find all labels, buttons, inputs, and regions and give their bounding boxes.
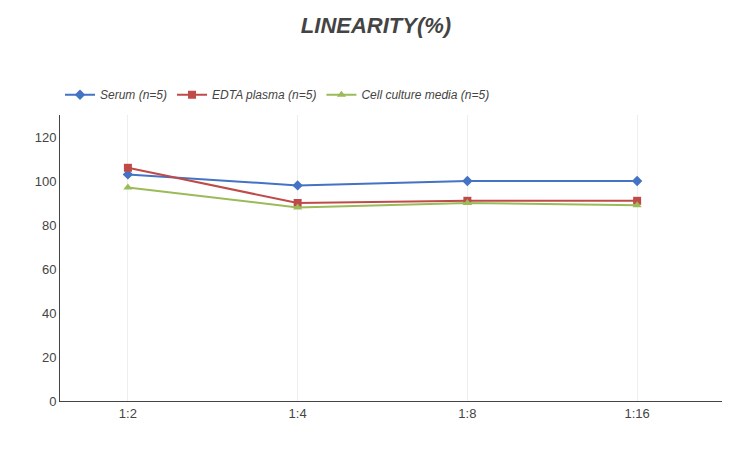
svg-text:1:4: 1:4 xyxy=(289,406,307,421)
svg-text:LINEARITY(%): LINEARITY(%) xyxy=(301,13,451,38)
svg-text:100: 100 xyxy=(35,174,57,189)
svg-text:120: 120 xyxy=(35,130,57,145)
svg-text:EDTA plasma (n=5): EDTA plasma (n=5) xyxy=(212,88,316,102)
svg-text:80: 80 xyxy=(42,218,56,233)
svg-text:1:16: 1:16 xyxy=(624,406,649,421)
svg-text:20: 20 xyxy=(42,350,56,365)
svg-text:1:2: 1:2 xyxy=(119,406,137,421)
svg-text:Cell culture media (n=5): Cell culture media (n=5) xyxy=(361,88,489,102)
svg-text:0: 0 xyxy=(49,394,56,409)
svg-text:40: 40 xyxy=(42,306,56,321)
svg-text:Serum (n=5): Serum (n=5) xyxy=(100,88,167,102)
svg-text:60: 60 xyxy=(42,262,56,277)
svg-text:1:8: 1:8 xyxy=(458,406,476,421)
